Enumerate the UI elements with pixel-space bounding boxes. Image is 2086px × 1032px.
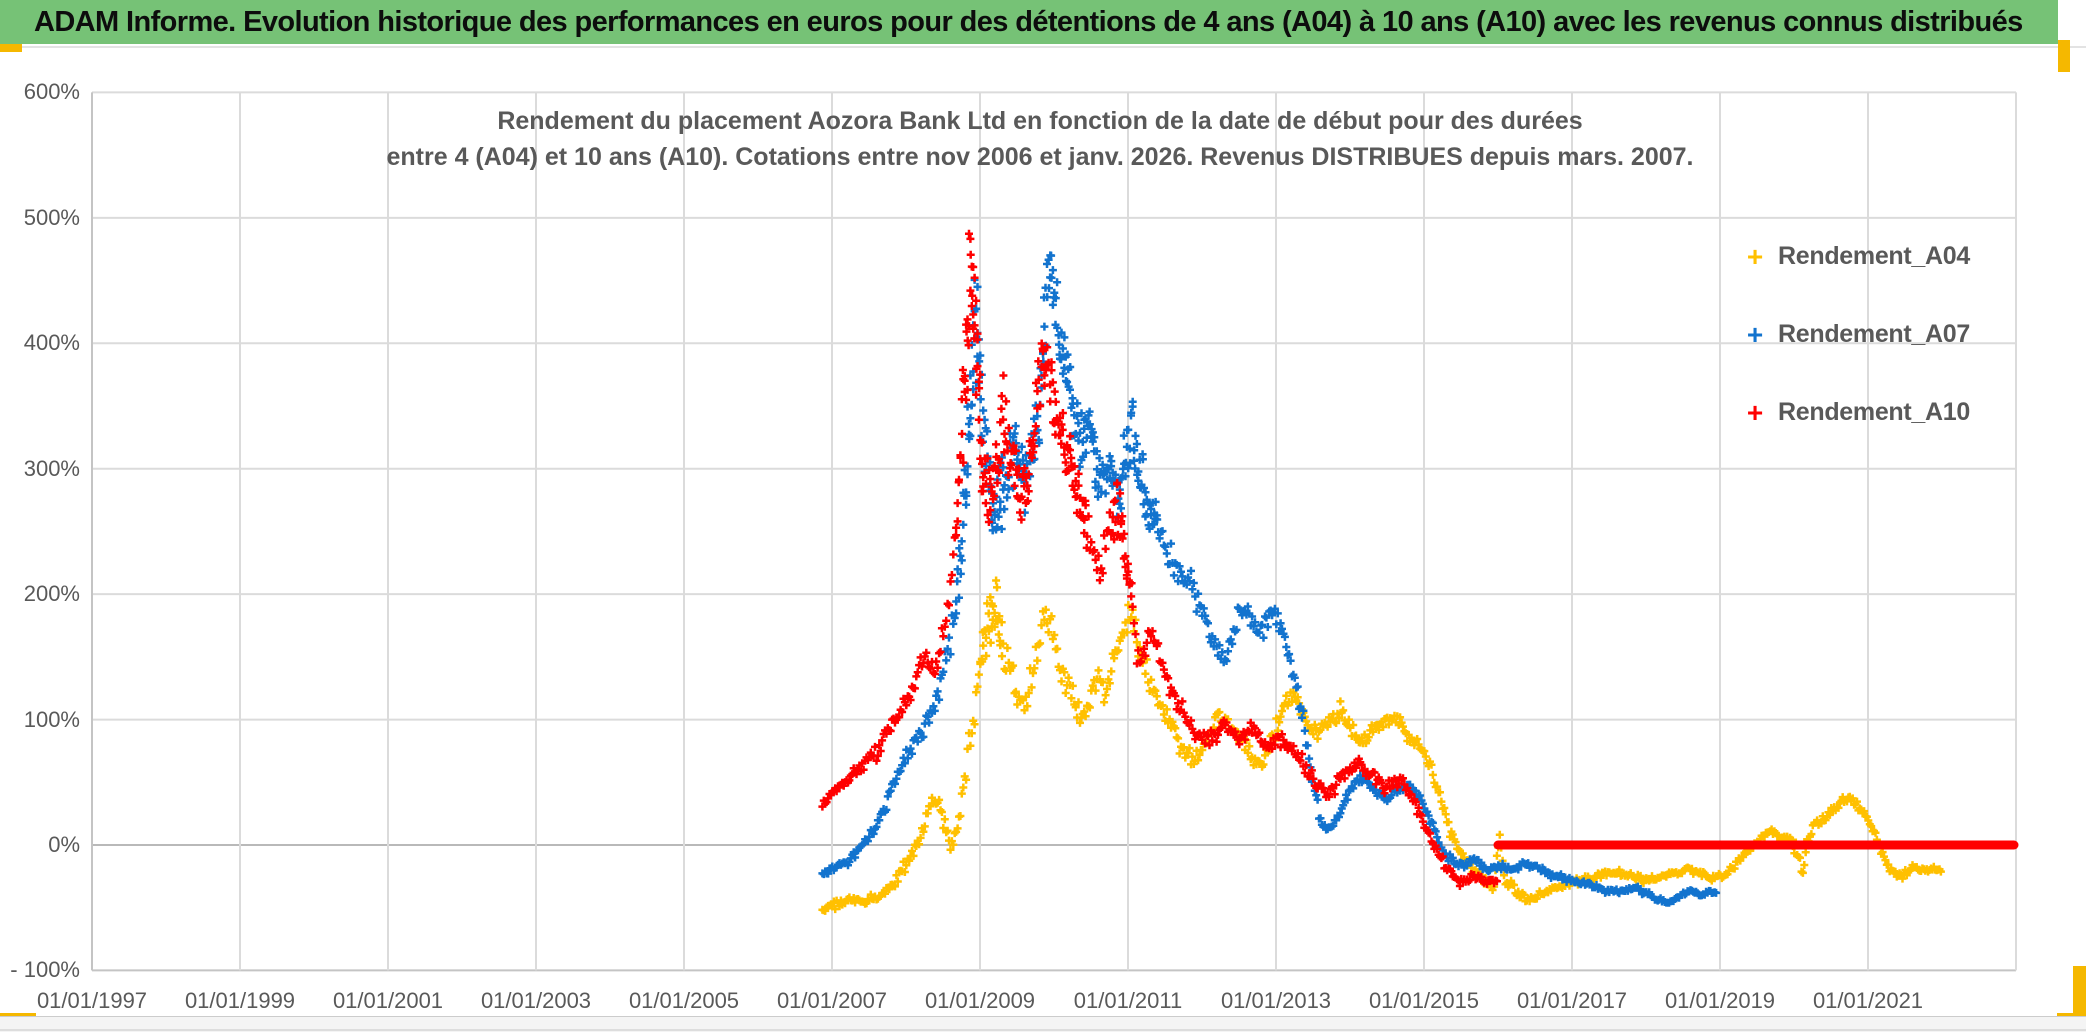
legend-item-rendement_a04[interactable]: + Rendement_A04 — [1742, 242, 1970, 271]
x-axis-tick-label: 01/01/2003 — [480, 988, 592, 1013]
gold-accent-right-strip — [2073, 966, 2086, 1018]
x-axis-tick-label: 01/01/1997 — [36, 988, 148, 1013]
gold-accent-top-right — [2058, 40, 2070, 72]
x-axis-tick-label: 01/01/2013 — [1220, 988, 1332, 1013]
report-header-bar[interactable]: ADAM Informe. Evolution historique des p… — [0, 0, 2058, 44]
y-axis-tick-label: 600% — [23, 79, 80, 105]
plus-marker-icon: + — [1746, 240, 1764, 272]
x-axis-tick-label: 01/01/2007 — [776, 988, 888, 1013]
y-axis-tick-label: 400% — [23, 330, 80, 356]
legend-item-label: Rendement_A07 — [1778, 320, 1970, 348]
chart-title-line1[interactable]: Rendement du placement Aozora Bank Ltd e… — [497, 107, 1583, 135]
y-axis-tick-label: 100% — [23, 706, 80, 732]
y-axis-tick-label: 200% — [23, 581, 80, 607]
plus-marker-icon: + — [1746, 396, 1764, 428]
bottom-edge-line — [0, 1029, 2086, 1031]
bottom-sheet-strip — [0, 1017, 2086, 1032]
y-axis-tick-label: 0% — [48, 832, 80, 857]
y-axis-tick-label: 500% — [23, 204, 80, 230]
series-points-rendement_a07 — [818, 251, 1721, 907]
legend-item-rendement_a07[interactable]: + Rendement_A07 — [1742, 320, 1970, 349]
x-axis-tick-label: 01/01/2015 — [1368, 988, 1480, 1013]
legend-item-rendement_a10[interactable]: + Rendement_A10 — [1742, 398, 1970, 427]
series-points-rendement_a10 — [818, 229, 1501, 890]
x-axis-tick-label: 01/01/2017 — [1516, 988, 1628, 1013]
x-axis-tick-label: 01/01/2001 — [332, 988, 444, 1013]
x-axis-tick-label: 01/01/1999 — [184, 988, 296, 1013]
plus-marker-icon: + — [1746, 318, 1764, 350]
chart-legend[interactable]: + Rendement_A04 + Rendement_A07 + Rendement_A… — [1742, 242, 1970, 427]
legend-item-label: Rendement_A10 — [1778, 398, 1970, 426]
x-axis-tick-label: 01/01/2011 — [1073, 988, 1183, 1013]
top-separator-line — [0, 46, 2086, 48]
legend-item-label: Rendement_A04 — [1778, 242, 1970, 270]
x-axis-tick-label: 01/01/2021 — [1812, 988, 1924, 1013]
x-axis-tick-label: 01/01/2009 — [924, 988, 1036, 1013]
y-axis-tick-label: - 100% — [10, 957, 80, 983]
x-axis-tick-label: 01/01/2019 — [1664, 988, 1776, 1013]
chart-canvas[interactable]: Rendement du placement Aozora Bank Ltd e… — [0, 46, 2086, 1016]
bottom-separator-line — [0, 1016, 2086, 1017]
plot-area-svg — [91, 91, 2019, 972]
gold-accent-top-left — [0, 44, 22, 52]
x-axis-tick-label: 01/01/2005 — [628, 988, 740, 1013]
y-axis-tick-label: 300% — [23, 455, 80, 481]
series-points-rendement_a04 — [818, 576, 1945, 915]
report-header-title: ADAM Informe. Evolution historique des p… — [34, 5, 2023, 38]
chart-title-line2[interactable]: entre 4 (A04) et 10 ans (A10). Cotations… — [386, 143, 1694, 171]
